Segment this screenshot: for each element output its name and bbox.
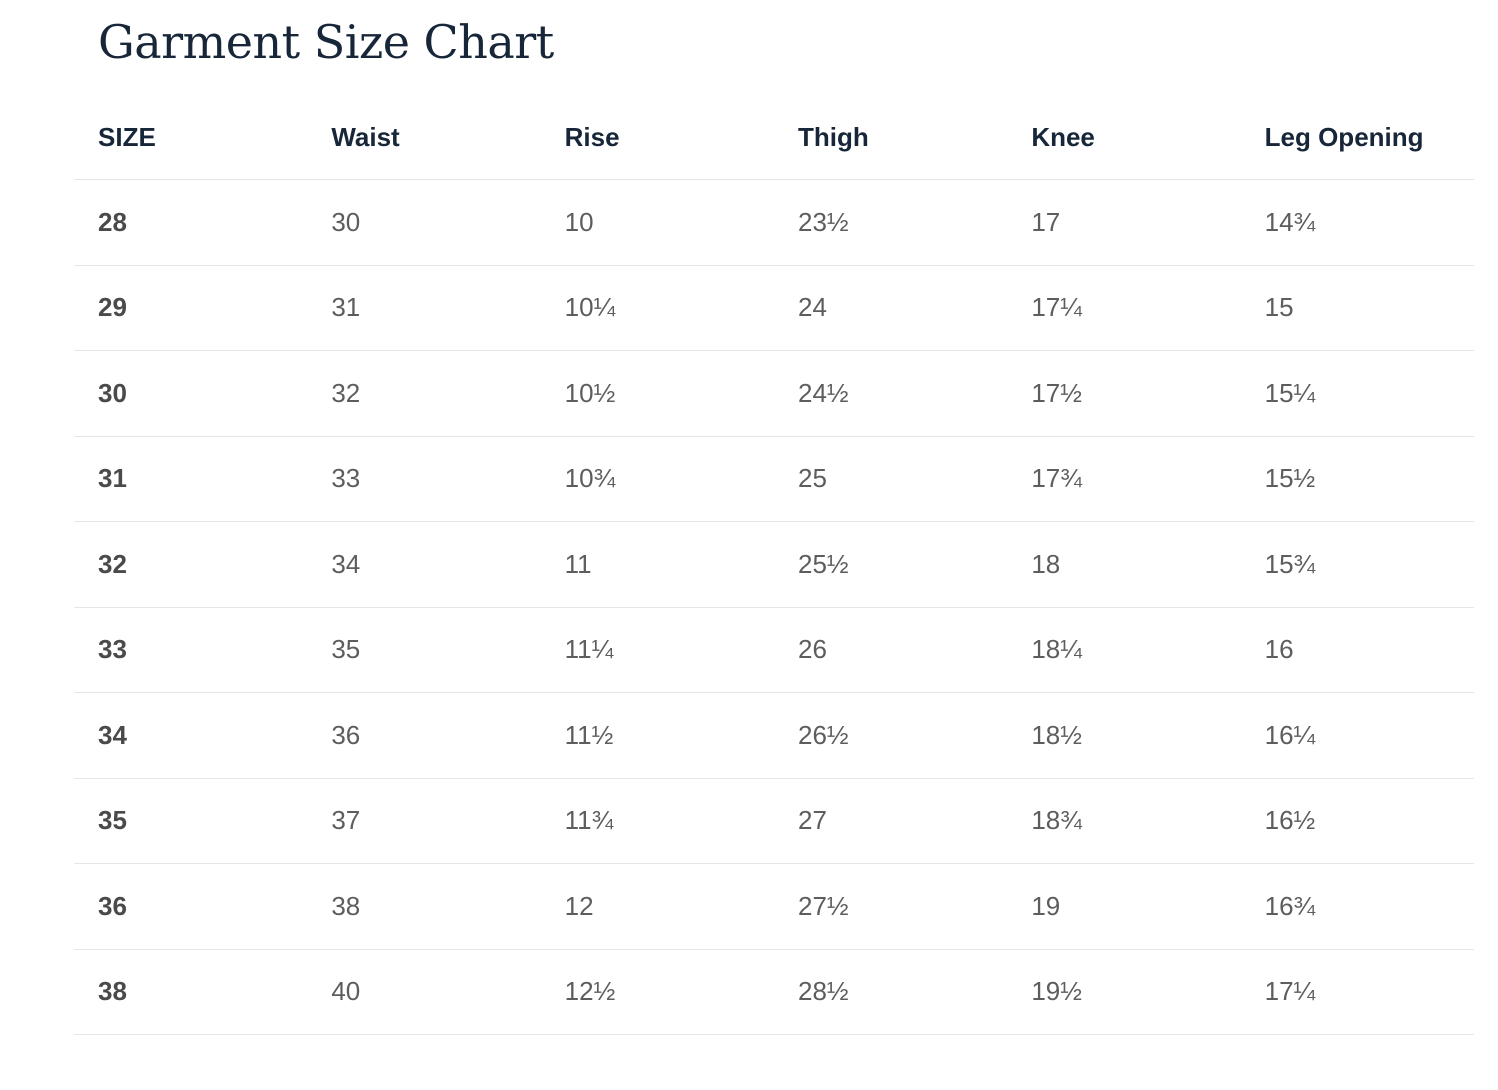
thigh-cell: 25½: [773, 521, 1008, 608]
column-header-waist: Waist: [307, 96, 541, 180]
size-chart-table: SIZE Waist Rise Thigh Knee Leg Opening 2…: [74, 96, 1474, 1035]
rise-cell: 10½: [540, 350, 774, 437]
table-body: 28 30 10 23½ 17 14¾ 29 31 10¼ 24 17¼ 15 30 32 10½ 24½ 17…: [74, 179, 1474, 1035]
thigh-cell: 26: [773, 607, 1008, 693]
waist-cell: 36: [307, 692, 541, 779]
waist-cell: 37: [307, 778, 541, 864]
thigh-cell: 26½: [773, 692, 1008, 779]
column-header-rise: Rise: [540, 96, 774, 180]
rise-cell: 10¾: [540, 436, 774, 522]
waist-cell: 34: [307, 521, 541, 608]
leg-opening-cell: 16½: [1240, 778, 1474, 864]
size-cell: 30: [74, 350, 308, 437]
table-row: 28 30 10 23½ 17 14¾: [74, 179, 1474, 266]
table-row: 34 36 11½ 26½ 18½ 16¼: [74, 692, 1474, 779]
leg-opening-cell: 16: [1240, 607, 1474, 693]
knee-cell: 19: [1007, 863, 1241, 950]
knee-cell: 17¾: [1007, 436, 1241, 522]
size-cell: 31: [74, 436, 308, 522]
knee-cell: 18: [1007, 521, 1241, 608]
size-cell: 34: [74, 692, 308, 779]
thigh-cell: 24½: [773, 350, 1008, 437]
waist-cell: 38: [307, 863, 541, 950]
thigh-cell: 27½: [773, 863, 1008, 950]
thigh-cell: 25: [773, 436, 1008, 522]
rise-cell: 12½: [540, 949, 774, 1035]
rise-cell: 11¼: [540, 607, 774, 693]
size-cell: 33: [74, 607, 308, 693]
thigh-cell: 24: [773, 265, 1008, 351]
page-title: Garment Size Chart: [98, 15, 554, 69]
table-row: 29 31 10¼ 24 17¼ 15: [74, 265, 1474, 351]
size-cell: 29: [74, 265, 308, 351]
rise-cell: 11: [540, 521, 774, 608]
knee-cell: 18½: [1007, 692, 1241, 779]
thigh-cell: 23½: [773, 179, 1008, 266]
leg-opening-cell: 16¾: [1240, 863, 1474, 950]
rise-cell: 12: [540, 863, 774, 950]
table-row: 31 33 10¾ 25 17¾ 15½: [74, 436, 1474, 522]
rise-cell: 10¼: [540, 265, 774, 351]
table-row: 30 32 10½ 24½ 17½ 15¼: [74, 350, 1474, 437]
leg-opening-cell: 15¾: [1240, 521, 1474, 608]
waist-cell: 35: [307, 607, 541, 693]
thigh-cell: 28½: [773, 949, 1008, 1035]
table-row: 36 38 12 27½ 19 16¾: [74, 863, 1474, 950]
knee-cell: 19½: [1007, 949, 1241, 1035]
table-row: 38 40 12½ 28½ 19½ 17¼: [74, 949, 1474, 1035]
column-header-leg-opening: Leg Opening: [1240, 96, 1474, 180]
waist-cell: 40: [307, 949, 541, 1035]
leg-opening-cell: 15½: [1240, 436, 1474, 522]
column-header-size: SIZE: [74, 96, 308, 180]
rise-cell: 10: [540, 179, 774, 266]
waist-cell: 30: [307, 179, 541, 266]
rise-cell: 11¾: [540, 778, 774, 864]
leg-opening-cell: 15: [1240, 265, 1474, 351]
table-row: 33 35 11¼ 26 18¼ 16: [74, 607, 1474, 693]
waist-cell: 32: [307, 350, 541, 437]
leg-opening-cell: 17¼: [1240, 949, 1474, 1035]
rise-cell: 11½: [540, 692, 774, 779]
knee-cell: 17½: [1007, 350, 1241, 437]
thigh-cell: 27: [773, 778, 1008, 864]
size-cell: 32: [74, 521, 308, 608]
knee-cell: 18¼: [1007, 607, 1241, 693]
knee-cell: 18¾: [1007, 778, 1241, 864]
size-cell: 28: [74, 179, 308, 266]
size-cell: 36: [74, 863, 308, 950]
column-header-thigh: Thigh: [773, 96, 1008, 180]
table-header-row: SIZE Waist Rise Thigh Knee Leg Opening: [74, 96, 1474, 180]
size-cell: 38: [74, 949, 308, 1035]
leg-opening-cell: 16¼: [1240, 692, 1474, 779]
leg-opening-cell: 14¾: [1240, 179, 1474, 266]
waist-cell: 33: [307, 436, 541, 522]
leg-opening-cell: 15¼: [1240, 350, 1474, 437]
size-cell: 35: [74, 778, 308, 864]
waist-cell: 31: [307, 265, 541, 351]
knee-cell: 17: [1007, 179, 1241, 266]
knee-cell: 17¼: [1007, 265, 1241, 351]
table-row: 32 34 11 25½ 18 15¾: [74, 521, 1474, 608]
column-header-knee: Knee: [1007, 96, 1241, 180]
table-row: 35 37 11¾ 27 18¾ 16½: [74, 778, 1474, 864]
